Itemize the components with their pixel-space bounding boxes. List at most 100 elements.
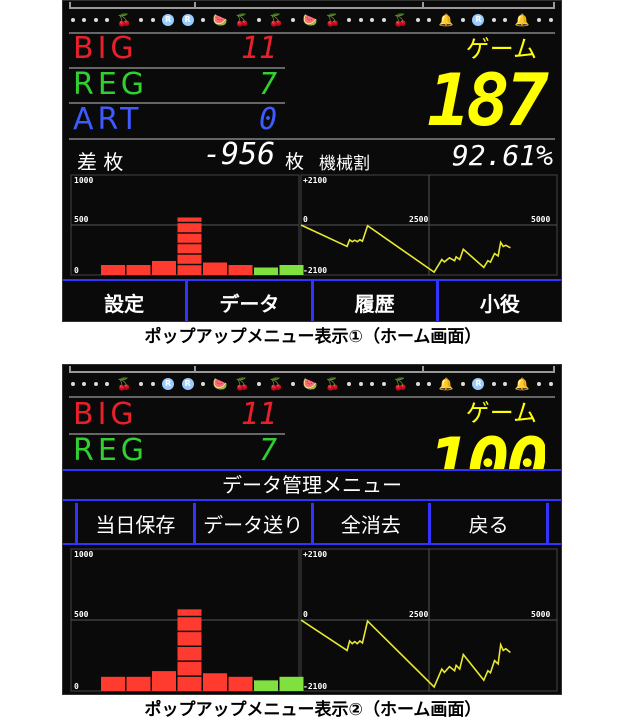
reg-count: 7 (258, 433, 277, 468)
save-today-button[interactable]: 当日保存 (75, 503, 193, 543)
cherry-icon: 🍒 (268, 377, 284, 391)
cherry-icon: 🍒 (393, 13, 409, 27)
reg-count: 7 (258, 67, 277, 102)
dot-icon (291, 382, 296, 386)
dot-icon (257, 18, 262, 22)
top-bar (69, 366, 555, 373)
symbol-history-row: 🍒 R R 🍉 🍒 🍒 🍉 🍒 🍒 🔔 R 🔔 (71, 375, 553, 393)
dot-icon (105, 382, 110, 386)
bar (177, 217, 202, 275)
y-tick-label: 0 (303, 215, 308, 224)
big-label: BIG (73, 397, 138, 432)
dot-icon (201, 382, 206, 386)
dot-icon (150, 382, 155, 386)
bar (126, 676, 151, 691)
cherry-icon: 🍒 (268, 13, 284, 27)
dot-icon (427, 382, 432, 386)
dot-icon (347, 18, 352, 22)
dot-icon (139, 18, 144, 22)
send-data-button[interactable]: データ送り (192, 503, 311, 543)
art-label: ART (73, 102, 143, 137)
replay-icon: R (472, 14, 485, 26)
replay-icon: R (162, 14, 175, 26)
bar (101, 676, 125, 691)
diff-value: -956 (203, 137, 276, 172)
rate-label: 機械割 (319, 154, 370, 174)
x-tick-label: 2500 (409, 215, 428, 224)
y-tick-label: 0 (74, 682, 79, 691)
y-tick-label: -2100 (303, 682, 327, 691)
home-screen-1: 🍒 R R 🍉 🍒 🍒 🍉 🍒 🍒 🔔 R 🔔 BIG 11 REG 7 ART 0 ゲーム 187 … (62, 0, 562, 322)
dot-icon (537, 18, 542, 22)
data-button[interactable]: データ (188, 281, 314, 321)
dot-icon (71, 382, 75, 386)
bar (228, 676, 253, 691)
dot-icon (381, 382, 386, 386)
dot-icon (93, 382, 98, 386)
dot-icon (105, 18, 110, 22)
bar (228, 265, 253, 275)
watermelon-icon: 🍉 (302, 13, 318, 27)
top-bar (69, 2, 555, 9)
history-button[interactable]: 履歴 (314, 281, 439, 321)
bar (254, 680, 278, 691)
dot-icon (291, 18, 296, 22)
dot-icon (257, 382, 262, 386)
home-screen-2: 🍒RR🍉🍒🍒🍉🍒🍒🔔R🔔 BIG 11 REG 7 ゲーム 100 データ管理メ… (62, 364, 562, 695)
data-management-popup-title: データ管理メニュー (63, 469, 561, 501)
dot-icon (537, 382, 542, 386)
game-count: 187 (426, 58, 549, 142)
y-tick-label: 0 (303, 610, 308, 619)
dot-icon (201, 18, 206, 22)
dot-icon (93, 18, 98, 22)
dot-icon (82, 382, 87, 386)
bar (203, 673, 227, 691)
dot-icon (415, 382, 420, 386)
bell-icon: 🔔 (438, 13, 454, 27)
back-button[interactable]: 戻る (428, 503, 549, 543)
dot-icon (503, 382, 508, 386)
bar (101, 265, 125, 275)
dot-icon (460, 382, 465, 386)
cherry-icon: 🍒 (234, 377, 250, 391)
dot-icon (503, 18, 508, 22)
watermelon-icon: 🍉 (302, 377, 318, 391)
art-count: 0 (258, 102, 277, 137)
game-count: 100 (427, 428, 545, 469)
bar (152, 261, 176, 275)
y-tick-label: 500 (74, 215, 89, 224)
y-tick-label: 1000 (74, 176, 93, 185)
diff-label: 差 枚 (77, 150, 124, 174)
bar (152, 671, 176, 691)
bar (177, 609, 202, 691)
data-management-popup: 当日保存 データ送り 全消去 戻る (63, 503, 561, 545)
bar (279, 265, 304, 275)
slump-graph-line (300, 224, 511, 274)
bell-icon: 🔔 (514, 377, 530, 391)
dot-icon (415, 18, 420, 22)
y-tick-label: 1000 (74, 550, 93, 559)
dot-icon (358, 382, 363, 386)
dot-icon (491, 382, 496, 386)
game-label: ゲーム (465, 35, 537, 63)
settings-button[interactable]: 設定 (63, 281, 189, 321)
bar (203, 262, 227, 275)
replay-icon: R (181, 378, 194, 390)
watermelon-icon: 🍉 (212, 13, 228, 27)
slump-graph-line (300, 619, 511, 689)
charts-2: 1000 500 0 +2100 0 -2100 2500 5000 (69, 547, 558, 694)
cherry-icon: 🍒 (234, 13, 250, 27)
clear-all-button[interactable]: 全消去 (310, 503, 429, 543)
diff-unit: 枚 (285, 151, 305, 173)
symbol-history-row: 🍒 R R 🍉 🍒 🍒 🍉 🍒 🍒 🔔 R 🔔 (71, 11, 553, 29)
small-role-button[interactable]: 小役 (479, 291, 520, 316)
y-tick-label: -2100 (303, 266, 327, 275)
cherry-icon: 🍒 (116, 13, 132, 27)
charts-1: 1000 500 0 +2100 0 -2100 2500 5000 (69, 173, 558, 279)
x-tick-label: 2500 (409, 610, 428, 619)
watermelon-icon: 🍉 (212, 377, 228, 391)
dot-icon (427, 18, 432, 22)
y-tick-label: +2100 (303, 176, 327, 185)
